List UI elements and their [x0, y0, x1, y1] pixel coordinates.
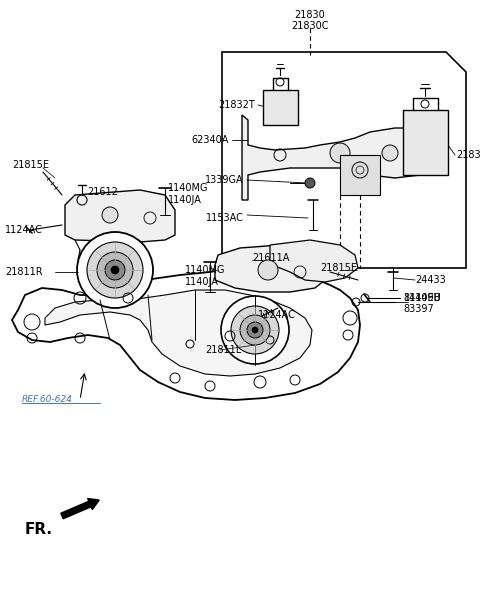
Circle shape — [258, 260, 278, 280]
Text: 1124AC: 1124AC — [5, 225, 43, 235]
Text: 21815E: 21815E — [320, 263, 357, 273]
Text: FR.: FR. — [25, 523, 53, 538]
Circle shape — [305, 178, 315, 188]
Circle shape — [247, 322, 263, 338]
Circle shape — [102, 207, 118, 223]
Circle shape — [240, 315, 270, 345]
Circle shape — [105, 260, 125, 280]
Text: 1124AC: 1124AC — [258, 310, 296, 320]
Text: 21611A: 21611A — [252, 253, 289, 263]
Text: 83397: 83397 — [403, 304, 434, 314]
Text: 1339GA: 1339GA — [205, 175, 244, 185]
Circle shape — [330, 143, 350, 163]
Polygon shape — [340, 155, 380, 195]
Text: 21811R: 21811R — [5, 267, 43, 277]
Polygon shape — [263, 90, 298, 125]
Text: 62340A: 62340A — [192, 135, 229, 145]
Circle shape — [111, 266, 119, 274]
Circle shape — [221, 296, 289, 364]
Polygon shape — [65, 190, 175, 242]
Text: 24433: 24433 — [415, 275, 446, 285]
Text: 21830C: 21830C — [291, 21, 329, 31]
Text: 21832T: 21832T — [456, 150, 480, 160]
Circle shape — [87, 242, 143, 298]
Circle shape — [97, 252, 133, 288]
Circle shape — [382, 145, 398, 161]
Text: 1140EU: 1140EU — [404, 293, 442, 303]
Text: 1153AC: 1153AC — [206, 213, 244, 223]
Circle shape — [231, 306, 279, 354]
Text: 1140JA: 1140JA — [168, 195, 202, 205]
Polygon shape — [12, 265, 360, 400]
Text: 21832T: 21832T — [218, 100, 255, 110]
Circle shape — [252, 327, 258, 333]
Text: REF.60-624: REF.60-624 — [22, 396, 73, 405]
Polygon shape — [242, 115, 448, 200]
Polygon shape — [270, 240, 358, 282]
Circle shape — [77, 232, 153, 308]
Text: 21830: 21830 — [295, 10, 325, 20]
Polygon shape — [403, 110, 448, 175]
Text: 1140MG: 1140MG — [168, 183, 208, 193]
Polygon shape — [45, 290, 312, 376]
Text: 21815E: 21815E — [12, 160, 49, 170]
Text: 1140MG: 1140MG — [185, 265, 226, 275]
Text: 21811L: 21811L — [205, 345, 241, 355]
Polygon shape — [215, 245, 325, 292]
FancyArrow shape — [61, 498, 99, 519]
Polygon shape — [222, 52, 466, 268]
Text: 21612: 21612 — [87, 187, 118, 197]
Text: 84149B: 84149B — [403, 293, 440, 303]
Text: 1140JA: 1140JA — [185, 277, 219, 287]
